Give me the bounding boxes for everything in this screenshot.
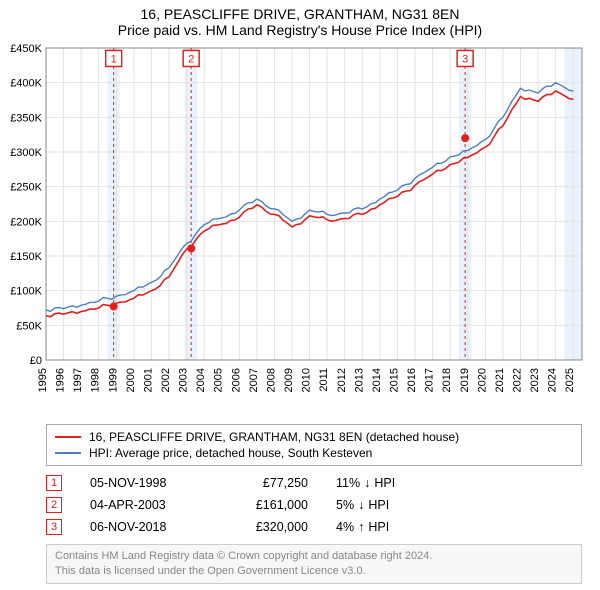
svg-text:£100K: £100K — [10, 286, 42, 298]
svg-text:2014: 2014 — [371, 368, 383, 392]
svg-text:2021: 2021 — [494, 368, 506, 392]
title-block: 16, PEASCLIFFE DRIVE, GRANTHAM, NG31 8EN… — [0, 0, 600, 42]
sale-row: 3 06-NOV-2018 £320,000 4% ↑ HPI — [46, 516, 582, 538]
svg-text:2003: 2003 — [178, 368, 190, 392]
svg-text:£200K: £200K — [10, 216, 42, 228]
sale-price: £320,000 — [228, 520, 308, 534]
legend: 16, PEASCLIFFE DRIVE, GRANTHAM, NG31 8EN… — [46, 424, 582, 466]
svg-text:2011: 2011 — [318, 368, 330, 392]
svg-text:2005: 2005 — [213, 368, 225, 392]
sale-date: 06-NOV-2018 — [90, 520, 200, 534]
svg-text:2017: 2017 — [424, 368, 436, 392]
arrow-up-icon: ↑ — [358, 520, 364, 534]
svg-text:£150K: £150K — [10, 251, 42, 263]
price-chart: £0 £50K £100K £150K £200K £250K £300K £350K £400… — [0, 42, 600, 422]
sale-date: 05-NOV-1998 — [90, 476, 200, 490]
sale-hpi-suffix: HPI — [374, 476, 395, 490]
sale-hpi-delta: 5% ↓ HPI — [336, 498, 389, 512]
svg-text:1995: 1995 — [37, 368, 49, 392]
sales-table: 1 05-NOV-1998 £77,250 11% ↓ HPI 2 04-APR-2003 £1… — [46, 472, 582, 538]
title-subtitle: Price paid vs. HM Land Registry's House … — [0, 22, 600, 38]
sale-marker: 1 — [46, 475, 62, 491]
arrow-down-icon: ↓ — [358, 498, 364, 512]
sale-marker: 2 — [46, 497, 62, 513]
svg-text:3: 3 — [462, 53, 468, 65]
svg-text:£0: £0 — [30, 355, 42, 367]
sale-price: £161,000 — [228, 498, 308, 512]
svg-text:2002: 2002 — [160, 368, 172, 392]
legend-item: 16, PEASCLIFFE DRIVE, GRANTHAM, NG31 8EN… — [55, 429, 573, 445]
svg-text:2004: 2004 — [195, 368, 207, 392]
attribution-line1: Contains HM Land Registry data © Crown c… — [55, 549, 573, 564]
sale-hpi-delta: 4% ↑ HPI — [336, 520, 389, 534]
svg-text:£450K: £450K — [10, 43, 42, 55]
svg-text:£300K: £300K — [10, 147, 42, 159]
legend-label: 16, PEASCLIFFE DRIVE, GRANTHAM, NG31 8EN… — [89, 430, 459, 444]
sale-row: 1 05-NOV-1998 £77,250 11% ↓ HPI — [46, 472, 582, 494]
sale-hpi-pct: 4% — [336, 520, 354, 534]
svg-text:2012: 2012 — [336, 368, 348, 392]
svg-text:1996: 1996 — [55, 368, 67, 392]
svg-text:1999: 1999 — [107, 368, 119, 392]
sale-hpi-pct: 11% — [336, 476, 360, 490]
chart-container: 16, PEASCLIFFE DRIVE, GRANTHAM, NG31 8EN… — [0, 0, 600, 590]
arrow-down-icon: ↓ — [364, 476, 370, 490]
svg-text:2008: 2008 — [265, 368, 277, 392]
sale-price: £77,250 — [228, 476, 308, 490]
svg-text:1997: 1997 — [72, 368, 84, 392]
attribution: Contains HM Land Registry data © Crown c… — [46, 544, 582, 584]
legend-swatch — [55, 452, 81, 454]
attribution-line2: This data is licensed under the Open Gov… — [55, 564, 573, 579]
svg-text:2: 2 — [188, 53, 194, 65]
svg-text:2022: 2022 — [511, 368, 523, 392]
legend-swatch — [55, 436, 81, 438]
chart-svg: £0 £50K £100K £150K £200K £250K £300K £350K £400… — [0, 42, 600, 422]
svg-text:2024: 2024 — [547, 368, 559, 392]
svg-text:2023: 2023 — [529, 368, 541, 392]
svg-text:2006: 2006 — [230, 368, 242, 392]
svg-text:1: 1 — [111, 53, 117, 65]
svg-text:£350K: £350K — [10, 112, 42, 124]
svg-text:2000: 2000 — [125, 368, 137, 392]
svg-text:1998: 1998 — [90, 368, 102, 392]
sale-hpi-suffix: HPI — [368, 520, 389, 534]
title-address: 16, PEASCLIFFE DRIVE, GRANTHAM, NG31 8EN — [0, 6, 600, 22]
sale-hpi-pct: 5% — [336, 498, 354, 512]
svg-text:£250K: £250K — [10, 182, 42, 194]
svg-text:2007: 2007 — [248, 368, 260, 392]
svg-text:£400K: £400K — [10, 78, 42, 90]
sale-hpi-suffix: HPI — [368, 498, 389, 512]
svg-text:2016: 2016 — [406, 368, 418, 392]
svg-text:2015: 2015 — [388, 368, 400, 392]
sale-date: 04-APR-2003 — [90, 498, 200, 512]
legend-label: HPI: Average price, detached house, Sout… — [89, 446, 372, 460]
svg-text:2019: 2019 — [459, 368, 471, 392]
sale-row: 2 04-APR-2003 £161,000 5% ↓ HPI — [46, 494, 582, 516]
svg-text:2020: 2020 — [476, 368, 488, 392]
svg-text:2013: 2013 — [353, 368, 365, 392]
svg-text:£50K: £50K — [16, 320, 42, 332]
svg-text:2009: 2009 — [283, 368, 295, 392]
svg-text:2018: 2018 — [441, 368, 453, 392]
sale-hpi-delta: 11% ↓ HPI — [336, 476, 395, 490]
sale-marker: 3 — [46, 519, 62, 535]
svg-text:2010: 2010 — [301, 368, 313, 392]
svg-text:2001: 2001 — [142, 368, 154, 392]
svg-text:2025: 2025 — [564, 368, 576, 392]
legend-item: HPI: Average price, detached house, Sout… — [55, 445, 573, 461]
